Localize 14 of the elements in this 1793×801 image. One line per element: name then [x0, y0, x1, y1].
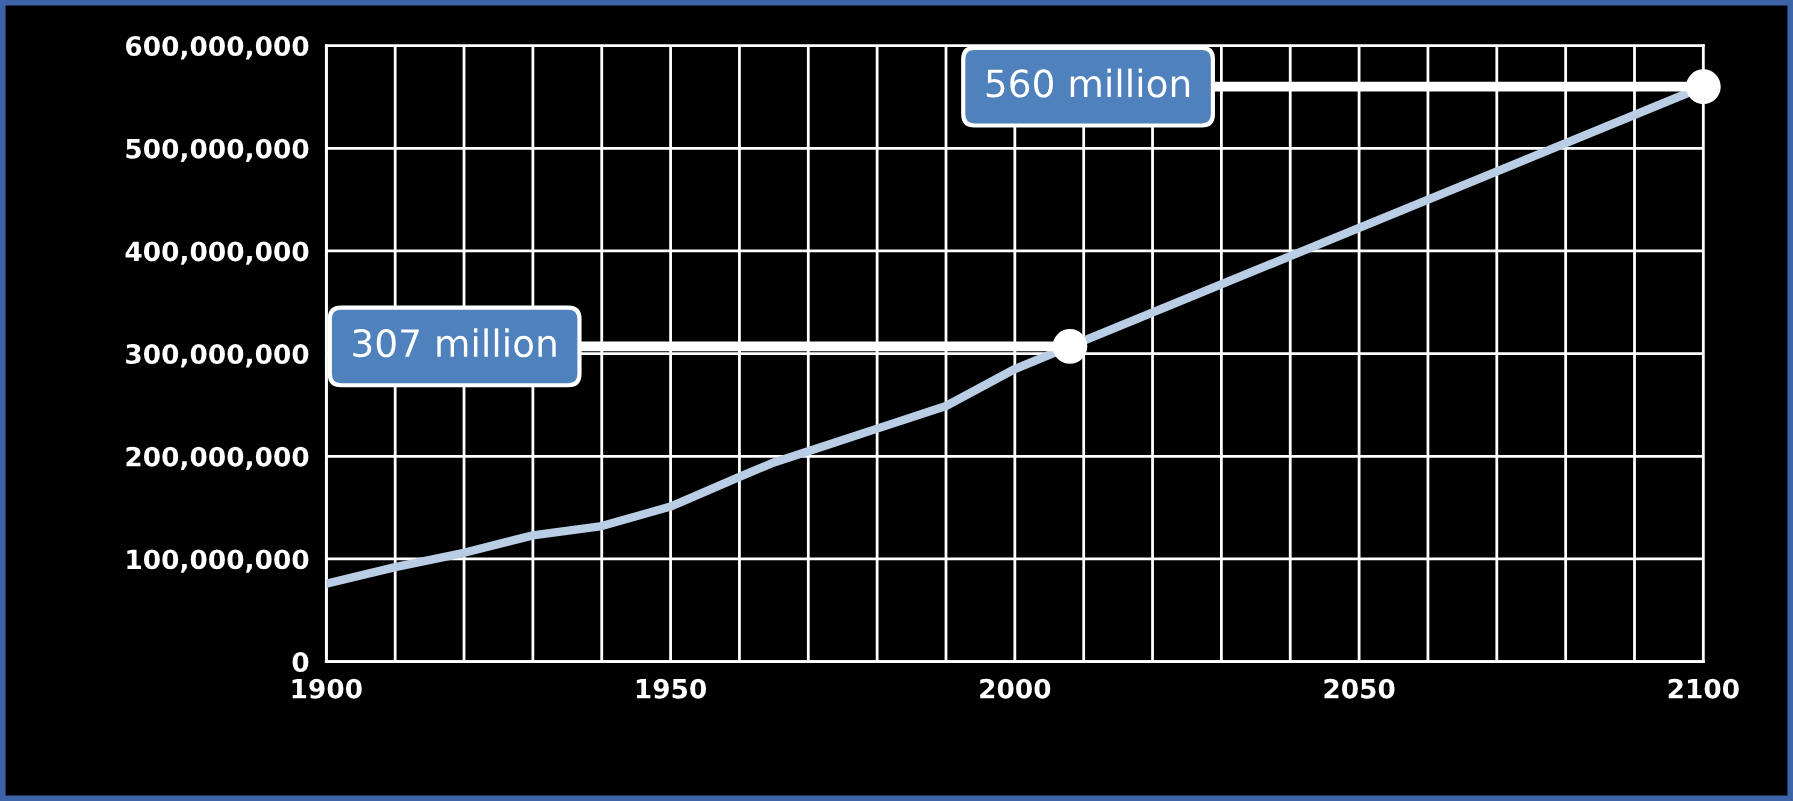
x-tick-label: 1900: [292, 678, 362, 699]
y-tick-label: 600,000,000: [126, 36, 309, 60]
annotation: 560 million: [986, 68, 1190, 98]
y-tick-label: 100,000,000: [127, 549, 309, 573]
y-tick-label: 500,000,000: [126, 138, 309, 163]
x-tick-label: 2050: [1324, 678, 1395, 699]
x-tick-label: 2100: [1668, 678, 1739, 699]
x-tick-label: 2000: [980, 678, 1051, 699]
x-tick-label: 1950: [636, 678, 707, 699]
annotation: 307 million: [353, 328, 556, 358]
y-tick-label: 300,000,000: [126, 344, 309, 368]
y-tick-label: 400,000,000: [125, 241, 309, 265]
y-tick-label: 200,000,000: [126, 446, 309, 471]
y-tick-label: 0: [292, 652, 309, 673]
